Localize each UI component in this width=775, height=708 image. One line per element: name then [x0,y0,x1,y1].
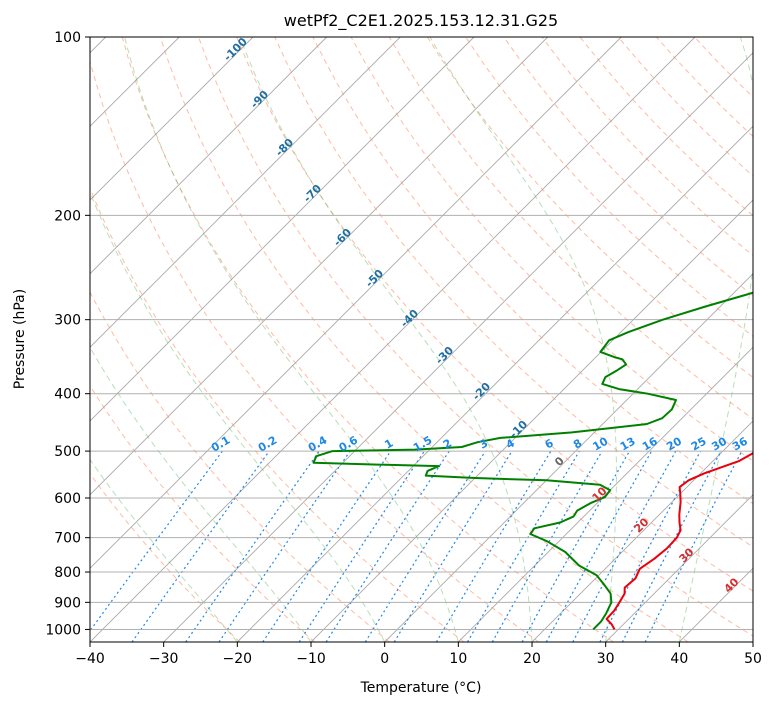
dry-adiabat-line [503,37,753,297]
x-tick-label: −10 [296,651,326,667]
dry-adiabat-line [90,291,390,642]
mixing-ratio-line [325,450,450,642]
isotherm-line [163,52,753,642]
mixing-ratio-line [466,450,580,642]
mixing-ratio-line [621,450,722,642]
dry-adiabat-line [312,37,753,505]
mixing-ratio-line [491,450,603,642]
x-tick-label: 0 [380,651,389,667]
dewpoint-line [312,291,753,631]
moist-adiabat-line [90,458,238,642]
isotherm-line [90,37,328,275]
x-tick-label: −20 [223,651,253,667]
dry-adiabat-line [159,37,689,642]
profile-lines [312,291,753,631]
plot-frame [89,36,754,643]
moist-adiabat-line [239,37,533,642]
dry-adiabat-line [198,37,753,637]
isotherm-line [531,420,753,642]
isotherm-line [236,125,753,642]
dry-adiabat-line [350,37,753,462]
moist-adiabat-line [124,37,459,642]
moist-adiabat-line [90,190,386,642]
y-axis: 100 200 300 400 500 600 700 800 900 1000 [45,30,90,638]
dry-adiabat-line [388,37,753,420]
y-tick-label: 800 [54,565,81,581]
x-tick-label: 40 [670,651,688,667]
y-tick-label: 500 [54,444,81,460]
moist-adiabat-line [678,37,753,642]
dry-adiabat-line [274,37,753,548]
isotherm-line [457,346,753,642]
chart-title: wetPf2_C2E1.2025.153.12.31.G25 [284,11,558,31]
y-tick-label: 400 [54,387,81,403]
pressure-gridlines [90,37,753,630]
x-tick-label: 20 [523,651,541,667]
isotherm-line [90,37,549,496]
isotherm-line [90,37,696,642]
x-tick-label: 10 [449,651,467,667]
plot-background [90,37,753,642]
temperature-line [605,451,753,630]
dry-adiabat-line [90,384,316,642]
y-tick-label: 700 [54,531,81,547]
y-tick-label: 300 [54,313,81,329]
mixing-ratio-line [90,450,223,632]
dry-adiabat-line [90,186,465,642]
background-lines [90,37,753,642]
moist-adiabat-line [429,37,617,642]
x-tick-label: −30 [149,651,179,667]
mixing-ratio-line [644,450,743,642]
dry-adiabat-line [121,37,614,642]
y-tick-label: 600 [54,491,81,507]
isotherm-line [384,273,753,642]
isotherm-line [752,641,753,642]
y-tick-label: 1000 [45,622,81,638]
y-axis-title: Pressure (hPa) [12,289,28,389]
x-tick-label: −40 [75,651,105,667]
mixing-ratio-line [131,450,270,642]
dry-adiabat-line [90,59,540,642]
y-tick-label: 200 [54,208,81,224]
y-tick-label: 900 [54,595,81,611]
isotherm-line [90,37,401,348]
isotherm-line [90,37,475,422]
y-tick-label: 100 [54,30,81,46]
isotherm-line [90,37,622,569]
x-tick-label: 50 [744,651,762,667]
dry-adiabat-line [465,37,753,338]
x-tick-label: 30 [597,651,615,667]
mixing-ratio-line [218,450,351,642]
x-axis: −40 −30 −20 −10 0 10 20 30 40 50 [75,642,762,667]
x-axis-title: Temperature (°C) [360,680,482,696]
isotherm-line [605,494,753,642]
mixing-ratio-line [435,450,552,642]
isotherm-line [90,37,254,201]
mixing-ratio-line [298,450,425,642]
mixing-ratio-line [185,450,320,642]
moist-adiabat-line [90,346,312,642]
dry-adiabat-line [90,472,241,642]
